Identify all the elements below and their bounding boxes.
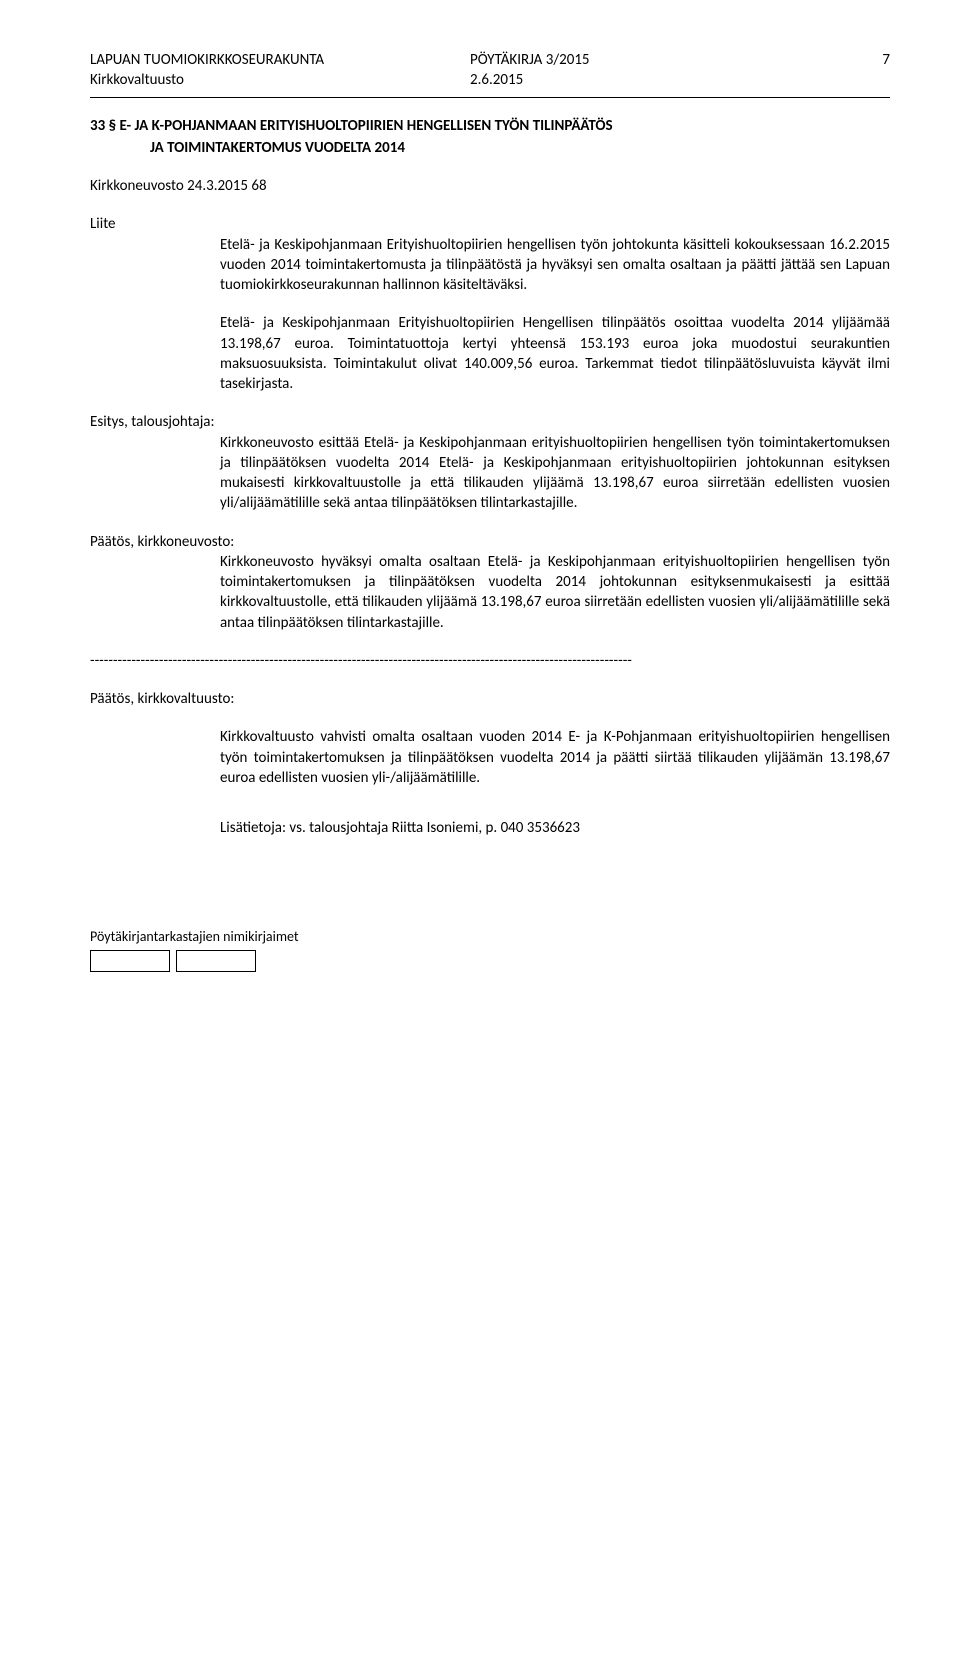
section-subtitle: JA TOIMINTAKERTOMUS VUODELTA 2014: [150, 138, 890, 158]
signature-box-1: [90, 950, 170, 972]
signature-boxes: [90, 950, 890, 972]
contact-info: Lisätietoja: vs. talousjohtaja Riitta Is…: [220, 818, 890, 838]
decision-kv-body: Kirkkovaltuusto vahvisti omalta osaltaan…: [220, 727, 890, 788]
org-name: LAPUAN TUOMIOKIRKKOSEURAKUNTA: [90, 50, 450, 70]
footer: Pöytäkirjantarkastajien nimikirjaimet: [90, 928, 890, 972]
org-unit: Kirkkovaltuusto: [90, 70, 450, 90]
doc-date: 2.6.2015: [470, 70, 830, 90]
page-header: LAPUAN TUOMIOKIRKKOSEURAKUNTA Kirkkovalt…: [90, 50, 890, 97]
proposal-label: Esitys, talousjohtaja:: [90, 412, 890, 432]
meeting-reference: Kirkkoneuvosto 24.3.2015 68: [90, 176, 890, 196]
signature-box-2: [176, 950, 256, 972]
decision-kn-label: Päätös, kirkkoneuvosto:: [90, 532, 890, 552]
header-center: PÖYTÄKIRJA 3/2015 2.6.2015: [450, 50, 830, 91]
section-title: 33 § E- JA K-POHJANMAAN ERITYISHUOLTOPII…: [90, 116, 890, 136]
page-number: 7: [830, 50, 890, 70]
dashed-divider: ----------------------------------------…: [90, 651, 890, 671]
header-divider: [90, 97, 890, 98]
header-left: LAPUAN TUOMIOKIRKKOSEURAKUNTA Kirkkovalt…: [90, 50, 450, 91]
paragraph-2: Etelä- ja Keskipohjanmaan Erityishuoltop…: [220, 313, 890, 394]
paragraph-1: Etelä- ja Keskipohjanmaan Erityishuoltop…: [220, 235, 890, 296]
decision-kn-body: Kirkkoneuvosto hyväksyi omalta osaltaan …: [220, 552, 890, 633]
liite-label: Liite: [90, 214, 890, 234]
proposal-body: Kirkkoneuvosto esittää Etelä- ja Keskipo…: [220, 433, 890, 514]
decision-kv-label: Päätös, kirkkovaltuusto:: [90, 689, 890, 709]
footer-label: Pöytäkirjantarkastajien nimikirjaimet: [90, 928, 890, 947]
doc-type: PÖYTÄKIRJA 3/2015: [470, 50, 830, 70]
